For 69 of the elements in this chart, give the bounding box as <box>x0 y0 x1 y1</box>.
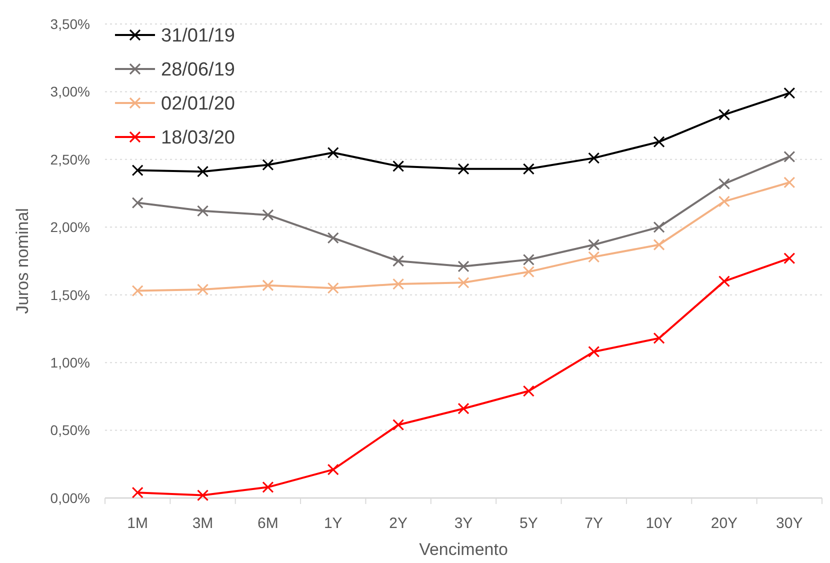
point <box>588 152 600 164</box>
legend-label: 18/03/20 <box>161 128 235 149</box>
y-tick-label: 2,50% <box>50 151 90 168</box>
point <box>784 176 796 188</box>
y-axis-title: Juros nominal <box>13 208 32 314</box>
point <box>522 385 534 397</box>
point <box>327 146 339 158</box>
y-tick-label: 1,00% <box>50 354 90 370</box>
point <box>588 238 600 251</box>
point <box>392 160 404 172</box>
point <box>132 164 144 176</box>
x-tick-label: 3M <box>192 515 214 532</box>
y-tick-label: 0,50% <box>50 422 90 438</box>
y-tick-label: 3,00% <box>50 84 90 100</box>
point <box>196 284 209 296</box>
y-tick-label: 2,00% <box>50 219 90 236</box>
y-tick-label: 1,50% <box>50 286 90 303</box>
legend-label: 28/06/19 <box>161 60 235 81</box>
x-tick-label: 10Y <box>646 515 672 532</box>
legend-label: 31/01/19 <box>161 26 235 47</box>
point <box>392 419 404 431</box>
point <box>522 254 534 266</box>
point <box>196 166 209 178</box>
point <box>522 266 534 278</box>
x-tick-label: 5Y <box>520 515 538 532</box>
x-tick-label: 20Y <box>710 515 738 532</box>
point <box>718 196 730 208</box>
x-tick-label: 6M <box>258 515 278 532</box>
point <box>196 205 209 217</box>
point <box>718 108 730 121</box>
point <box>588 346 600 358</box>
point <box>132 284 144 297</box>
point <box>458 260 470 272</box>
point <box>327 282 339 294</box>
point <box>718 178 730 190</box>
point <box>262 209 274 221</box>
x-tick-label: 1Y <box>324 515 342 532</box>
point <box>718 276 730 288</box>
point <box>132 486 144 498</box>
point <box>653 238 665 251</box>
x-tick-label: 3Y <box>454 515 473 532</box>
point <box>653 332 665 344</box>
y-tick-label: 3,50% <box>50 16 90 32</box>
x-tick-label: 30Y <box>776 515 803 532</box>
y-tick-label: 0,00% <box>50 490 90 506</box>
point <box>458 276 470 288</box>
point <box>262 280 274 292</box>
legend-label: 02/01/20 <box>161 94 235 115</box>
point <box>653 136 665 148</box>
point <box>458 163 470 175</box>
point <box>132 196 144 209</box>
point <box>327 464 339 476</box>
point <box>588 251 600 263</box>
point <box>653 221 665 233</box>
point <box>392 278 404 290</box>
point <box>522 163 534 175</box>
point <box>262 159 274 171</box>
point <box>784 87 796 99</box>
point <box>784 252 796 264</box>
x-tick-label: 2Y <box>389 515 408 532</box>
point <box>458 402 470 414</box>
point <box>262 481 274 493</box>
point <box>327 232 339 244</box>
point <box>196 489 209 502</box>
x-tick-label: 7Y <box>584 515 604 532</box>
x-tick-label: 1M <box>127 515 148 532</box>
x-axis-title: Vencimento <box>419 540 508 559</box>
point <box>784 150 796 163</box>
point <box>392 255 404 267</box>
